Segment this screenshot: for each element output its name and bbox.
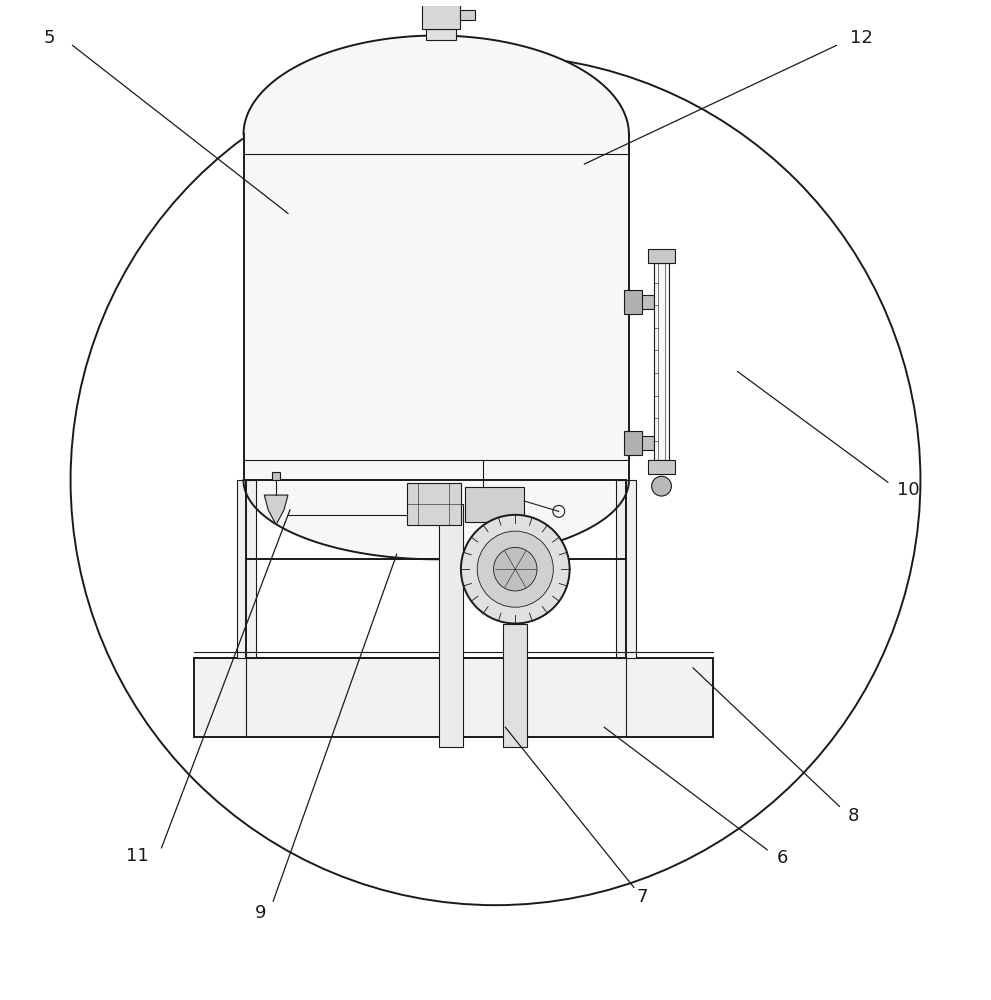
Bar [194,658,713,737]
Circle shape [494,547,537,591]
Bar [422,0,460,29]
Text: 6: 6 [776,849,788,867]
Polygon shape [265,495,288,525]
Circle shape [461,515,570,624]
Bar [406,483,461,525]
Bar [273,472,280,480]
Bar [629,436,654,450]
Text: 9: 9 [255,904,266,922]
Text: 11: 11 [127,847,149,865]
Bar [426,29,456,40]
Polygon shape [244,36,629,559]
Text: 12: 12 [849,29,873,47]
Circle shape [652,476,672,496]
Bar [624,290,642,314]
Bar [616,480,636,658]
Bar [624,431,642,455]
Bar [237,480,257,658]
Bar [439,504,463,747]
Text: 8: 8 [847,807,859,825]
Circle shape [478,531,553,607]
Bar [465,487,524,522]
Bar [648,460,675,474]
Bar [460,10,475,20]
Bar [503,624,527,747]
Text: 7: 7 [636,888,647,906]
Bar [654,263,670,460]
Bar [648,249,675,263]
Text: 5: 5 [43,29,55,47]
Bar [629,295,654,309]
Text: 10: 10 [897,481,920,499]
